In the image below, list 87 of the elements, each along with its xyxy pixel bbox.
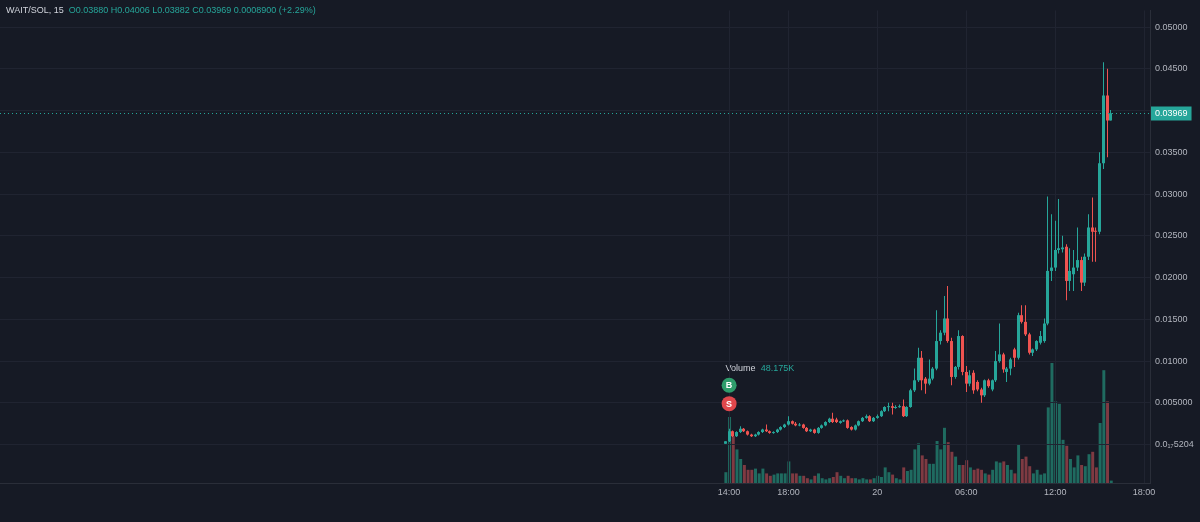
- bar: [824, 479, 827, 483]
- candlestick: [1050, 214, 1053, 281]
- bar: [894, 478, 898, 483]
- bar: [764, 473, 768, 483]
- annotation: S: [726, 398, 733, 409]
- bar: [920, 455, 924, 483]
- y-tick-label: 0.02000: [1155, 272, 1188, 283]
- y-tick-label: 0.01000: [1155, 355, 1188, 366]
- y-tick-label: 0.05000: [1155, 21, 1188, 32]
- bar: [857, 479, 861, 483]
- bar: [1020, 459, 1024, 483]
- annotation: B: [725, 380, 733, 391]
- x-tick-label: 18:00: [1132, 486, 1156, 497]
- bar: [927, 463, 931, 483]
- bar: [1009, 469, 1013, 483]
- bar: [905, 471, 909, 483]
- bar: [827, 478, 831, 483]
- x-tick-label: 06:00: [954, 486, 978, 497]
- bar: [979, 469, 983, 483]
- bar: [994, 461, 998, 483]
- bar: [731, 436, 735, 483]
- bar: [1016, 444, 1020, 483]
- candlestick: [1094, 227, 1097, 262]
- bar: [901, 467, 905, 483]
- bar: [1105, 401, 1109, 483]
- annotation: 48.175K: [760, 363, 795, 373]
- bar: [868, 479, 872, 483]
- bar: [890, 474, 894, 483]
- bar: [849, 478, 853, 483]
- bar: [753, 468, 757, 483]
- bar: [1005, 465, 1009, 483]
- bar: [853, 478, 857, 483]
- bar: [1050, 363, 1054, 483]
- bar: [916, 443, 920, 483]
- bar: [1057, 403, 1061, 483]
- bar: [935, 441, 939, 483]
- bar: [987, 474, 991, 483]
- bar: [975, 468, 979, 483]
- bar: [742, 465, 746, 483]
- bar: [761, 468, 764, 483]
- ref-line-label: 0.03969: [1155, 108, 1188, 119]
- bar: [1038, 474, 1042, 483]
- bar: [883, 467, 887, 483]
- y-tick-label: 0.01500: [1155, 313, 1188, 324]
- y-tick-label: 0.02500: [1155, 230, 1188, 241]
- y-tick-label: 0.03500: [1155, 146, 1188, 157]
- candlestick: [894, 405, 897, 409]
- bar: [757, 473, 761, 483]
- bar: [946, 442, 950, 483]
- bar: [768, 475, 772, 483]
- bar: [842, 478, 846, 483]
- bar: [779, 473, 783, 483]
- bar: [805, 478, 809, 483]
- bar: [794, 473, 798, 483]
- y-tick-label: 0.0₁₇5204: [1155, 439, 1194, 450]
- bar: [983, 473, 987, 483]
- x-tick-label: 20: [872, 486, 883, 497]
- bar: [735, 449, 739, 483]
- x-tick-label: 18:00: [777, 486, 800, 497]
- bar: [864, 479, 868, 483]
- bar: [898, 479, 902, 483]
- bar: [816, 473, 820, 483]
- bar: [1101, 370, 1105, 483]
- chart-title: WAIT/SOL, 15: [6, 5, 64, 15]
- x-tick-label: 14:00: [717, 486, 741, 497]
- bar: [790, 473, 794, 483]
- bar: [1013, 473, 1016, 483]
- y-tick-label: 0.04500: [1155, 63, 1188, 74]
- bar: [1076, 455, 1079, 483]
- bar: [749, 469, 753, 483]
- bar: [968, 467, 972, 483]
- bar: [775, 473, 779, 483]
- chart-subtitle: O0.03880 H0.04006 L0.03882 C0.03969 0.0008900 (+2.29%): [68, 5, 316, 15]
- bar: [1068, 459, 1072, 483]
- bar: [1079, 465, 1083, 483]
- y-tick-label: 0.005000: [1155, 397, 1193, 408]
- bar: [812, 475, 816, 483]
- candlestick: [1091, 197, 1094, 262]
- bar: [953, 456, 957, 483]
- bar: [1031, 473, 1035, 483]
- bar: [1035, 469, 1039, 483]
- bar: [942, 427, 946, 483]
- bar: [1064, 445, 1068, 483]
- bar: [809, 479, 813, 483]
- x-tick-label: 12:00: [1043, 486, 1067, 497]
- y-tick-label: 0.03000: [1155, 188, 1188, 199]
- bar: [924, 459, 928, 483]
